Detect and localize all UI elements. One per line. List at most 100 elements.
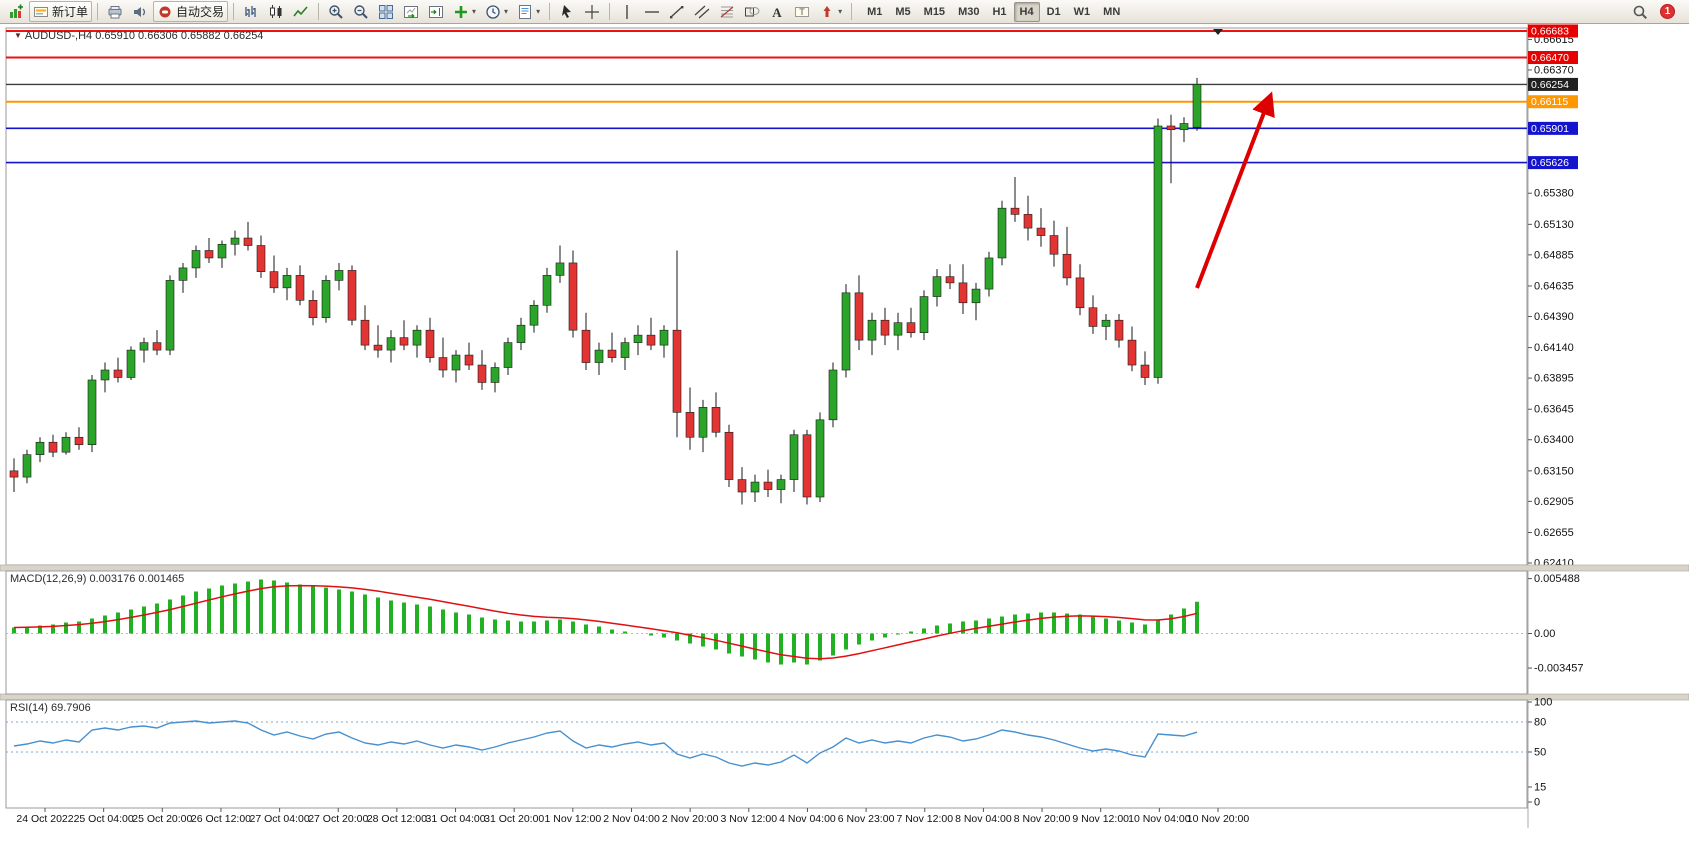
candle[interactable]: [1023, 214, 1033, 229]
trend-arrow-annotation[interactable]: [1195, 91, 1275, 289]
timeframe-M5[interactable]: M5: [895, 5, 911, 18]
candle[interactable]: [802, 434, 812, 498]
timeframe-H1[interactable]: H1: [992, 5, 1007, 18]
candle[interactable]: [464, 354, 474, 366]
candle[interactable]: [282, 275, 292, 289]
notification-badge[interactable]: 1: [1660, 4, 1675, 19]
candle[interactable]: [984, 257, 994, 290]
line-chart-button[interactable]: [289, 1, 313, 22]
candle[interactable]: [906, 322, 916, 333]
candle[interactable]: [672, 329, 682, 413]
candle[interactable]: [919, 296, 929, 333]
candle[interactable]: [178, 267, 188, 281]
candle[interactable]: [620, 342, 630, 358]
candle[interactable]: [1036, 227, 1046, 236]
candle[interactable]: [1153, 125, 1163, 378]
candle[interactable]: [685, 412, 695, 438]
candle[interactable]: [490, 367, 500, 383]
candle[interactable]: [1101, 319, 1111, 327]
candle[interactable]: [529, 304, 539, 326]
candle[interactable]: [1166, 125, 1176, 131]
candle[interactable]: [334, 270, 344, 281]
candle[interactable]: [516, 324, 526, 343]
candle[interactable]: [74, 436, 84, 446]
timeframe-M15[interactable]: M15: [923, 5, 946, 18]
candle[interactable]: [87, 379, 97, 446]
candle[interactable]: [880, 319, 890, 336]
candle[interactable]: [724, 431, 734, 480]
candle[interactable]: [152, 342, 162, 351]
rsi-panel[interactable]: [5, 699, 1528, 809]
chart-shift-button[interactable]: [424, 1, 448, 22]
arrows-button[interactable]: ▾: [815, 1, 846, 22]
trendline-button[interactable]: [665, 1, 689, 22]
candle[interactable]: [997, 207, 1007, 259]
candle[interactable]: [542, 275, 552, 306]
candle[interactable]: [1010, 207, 1020, 215]
candle[interactable]: [581, 329, 591, 363]
candle[interactable]: [399, 337, 409, 346]
candle[interactable]: [737, 479, 747, 493]
text-button[interactable]: A: [765, 1, 789, 22]
candle[interactable]: [308, 299, 318, 319]
candle[interactable]: [958, 282, 968, 304]
candle[interactable]: [1127, 339, 1137, 366]
fibonacci-button[interactable]: [715, 1, 739, 22]
candle[interactable]: [451, 354, 461, 371]
panel-splitter-2[interactable]: [0, 693, 1689, 701]
candle[interactable]: [750, 481, 760, 493]
candle[interactable]: [1062, 253, 1072, 279]
candle[interactable]: [503, 342, 513, 368]
candle[interactable]: [191, 250, 201, 269]
candle[interactable]: [659, 329, 669, 346]
candle[interactable]: [165, 280, 175, 351]
candle[interactable]: [945, 276, 955, 284]
candle[interactable]: [347, 270, 357, 321]
candle[interactable]: [1075, 277, 1085, 309]
candle[interactable]: [841, 292, 851, 371]
vertical-line-button[interactable]: [615, 1, 639, 22]
candle[interactable]: [139, 342, 149, 351]
candle[interactable]: [48, 441, 58, 453]
zoom-out-button[interactable]: [349, 1, 373, 22]
candle-chart-button[interactable]: [264, 1, 288, 22]
candle[interactable]: [438, 357, 448, 371]
chart-shift-marker[interactable]: [1213, 29, 1223, 35]
candle[interactable]: [295, 275, 305, 301]
horizontal-line-button[interactable]: [640, 1, 664, 22]
candle[interactable]: [776, 479, 786, 490]
candle[interactable]: [893, 322, 903, 336]
candle[interactable]: [594, 349, 604, 363]
candle[interactable]: [854, 292, 864, 341]
tile-windows-button[interactable]: [374, 1, 398, 22]
timeframe-M1[interactable]: M1: [867, 5, 883, 18]
candle[interactable]: [373, 344, 383, 351]
candle[interactable]: [763, 481, 773, 490]
candle[interactable]: [555, 262, 565, 276]
candle[interactable]: [100, 369, 110, 381]
new-chart-button[interactable]: [4, 1, 28, 22]
charts-profile-button[interactable]: [103, 1, 127, 22]
crosshair-button[interactable]: [580, 1, 604, 22]
candle[interactable]: [698, 407, 708, 438]
candle[interactable]: [568, 262, 578, 331]
auto-trading-button[interactable]: 自动交易: [153, 1, 229, 22]
candle[interactable]: [360, 319, 370, 346]
periods-button[interactable]: ▾: [481, 1, 512, 22]
search-button[interactable]: [1628, 1, 1652, 22]
candle[interactable]: [113, 369, 123, 378]
candle[interactable]: [256, 245, 266, 272]
candle[interactable]: [815, 419, 825, 498]
candle[interactable]: [1049, 235, 1059, 255]
candle[interactable]: [1140, 364, 1150, 378]
alerts-button[interactable]: [128, 1, 152, 22]
candle[interactable]: [425, 329, 435, 358]
candle[interactable]: [217, 243, 227, 259]
candle[interactable]: [971, 288, 981, 304]
candle[interactable]: [269, 271, 279, 289]
text-label-button[interactable]: T: [790, 1, 814, 22]
candle[interactable]: [1179, 123, 1189, 131]
panel-splitter-1[interactable]: [0, 564, 1689, 572]
bar-chart-button[interactable]: [239, 1, 263, 22]
